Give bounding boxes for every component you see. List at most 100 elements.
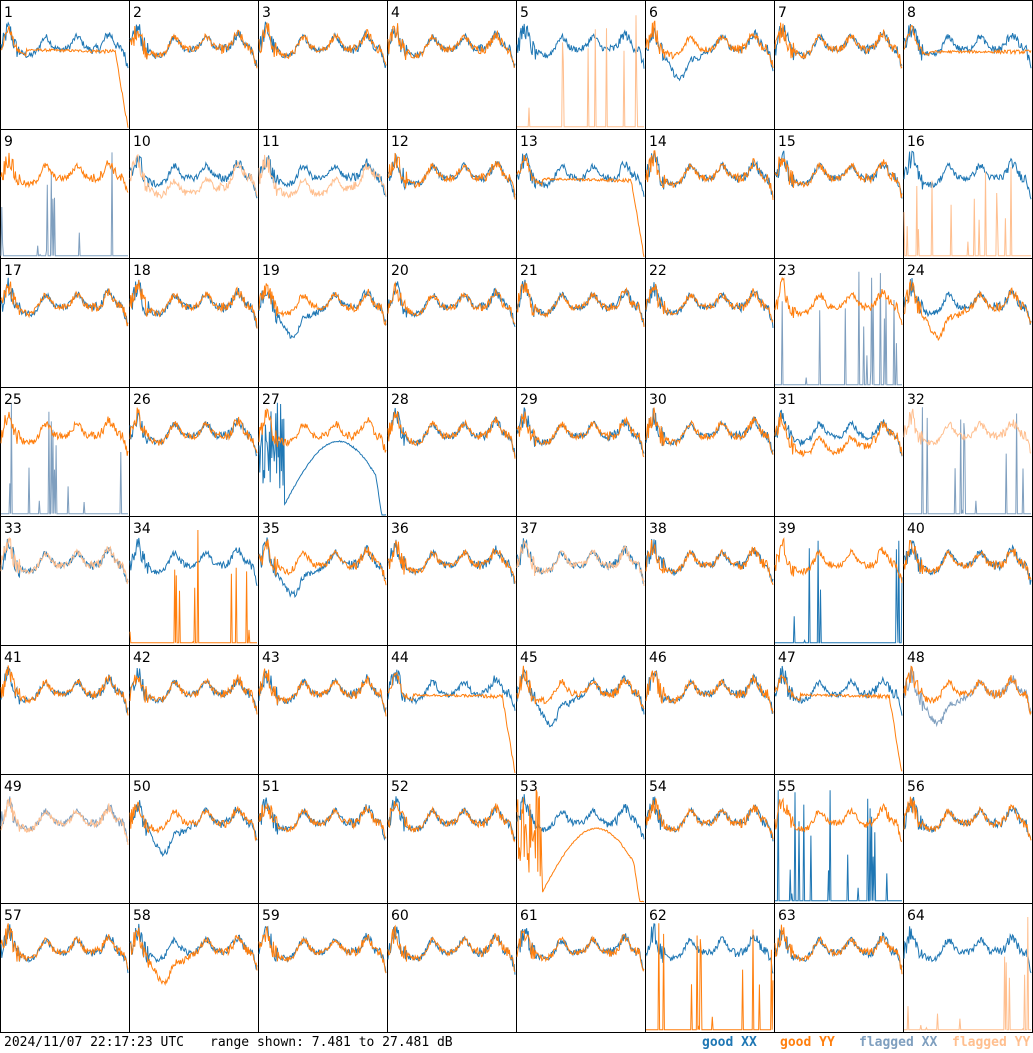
panel-46: 46 bbox=[645, 645, 775, 775]
panel-label: 44 bbox=[391, 650, 409, 666]
series-xx bbox=[516, 279, 645, 326]
panel-38: 38 bbox=[645, 516, 775, 646]
panel-label: 40 bbox=[907, 521, 925, 537]
panel-label: 30 bbox=[649, 392, 667, 408]
panel-label: 50 bbox=[133, 779, 151, 795]
series-yy bbox=[129, 927, 258, 987]
series-yy bbox=[129, 529, 257, 645]
panel-2: 2 bbox=[129, 0, 259, 130]
series-xx bbox=[129, 411, 258, 457]
series-xx bbox=[516, 669, 645, 728]
series-yy bbox=[903, 25, 1032, 57]
series-yy bbox=[774, 156, 903, 198]
legend-good-xx: good XX bbox=[702, 1035, 757, 1050]
legend-flagged-yy: flagged YY bbox=[952, 1035, 1031, 1050]
panel-24: 24 bbox=[903, 258, 1033, 388]
series-xx bbox=[645, 670, 774, 714]
panel-52: 52 bbox=[387, 774, 517, 904]
series-xx bbox=[516, 23, 645, 69]
panel-label: 27 bbox=[262, 392, 280, 408]
series-xx bbox=[775, 271, 902, 386]
series-yy bbox=[129, 279, 258, 329]
panel-label: 14 bbox=[649, 134, 667, 150]
panel-frame bbox=[258, 0, 388, 130]
series-yy bbox=[645, 20, 774, 69]
series-xx bbox=[387, 407, 516, 458]
series-yy bbox=[903, 796, 1032, 841]
series-xx bbox=[258, 155, 387, 197]
series-yy bbox=[903, 539, 1032, 581]
series-yy bbox=[258, 22, 387, 66]
series-xx bbox=[387, 25, 516, 68]
series-xx bbox=[1, 403, 128, 515]
panel-label: 46 bbox=[649, 650, 667, 666]
panel-37: 37 bbox=[516, 516, 646, 646]
panel-8: 8 bbox=[903, 0, 1033, 130]
panel-label: 2 bbox=[133, 5, 142, 21]
panel-label: 52 bbox=[391, 779, 409, 795]
series-xx bbox=[129, 155, 258, 199]
series-xx bbox=[903, 540, 1032, 585]
series-xx bbox=[258, 670, 387, 714]
panel-label: 15 bbox=[778, 134, 796, 150]
panel-10: 10 bbox=[129, 129, 259, 259]
panel-17: 17 bbox=[0, 258, 130, 388]
panel-label: 61 bbox=[520, 908, 538, 924]
series-yy bbox=[387, 671, 516, 774]
series-xx bbox=[258, 21, 387, 69]
panel-26: 26 bbox=[129, 387, 259, 517]
panel-label: 4 bbox=[391, 5, 400, 21]
panel-64: 64 bbox=[903, 903, 1033, 1033]
panel-label: 13 bbox=[520, 134, 538, 150]
panel-59: 59 bbox=[258, 903, 388, 1033]
panel-label: 24 bbox=[907, 263, 925, 279]
range-text: range shown: 7.481 to 27.481 dB bbox=[210, 1035, 453, 1050]
series-xx bbox=[0, 277, 129, 326]
series-yy bbox=[774, 924, 903, 975]
series-xx bbox=[645, 539, 774, 582]
panel-31: 31 bbox=[774, 387, 904, 517]
panel-18: 18 bbox=[129, 258, 259, 388]
panel-label: 20 bbox=[391, 263, 409, 279]
panel-frame bbox=[645, 0, 775, 130]
panel-label: 41 bbox=[4, 650, 22, 666]
panel-41: 41 bbox=[0, 645, 130, 775]
series-yy bbox=[387, 23, 515, 68]
series-yy bbox=[0, 281, 129, 327]
panel-label: 37 bbox=[520, 521, 538, 537]
panel-label: 43 bbox=[262, 650, 280, 666]
panel-1: 1 bbox=[0, 0, 130, 130]
panel-6: 6 bbox=[645, 0, 775, 130]
series-yy bbox=[0, 152, 129, 193]
panel-frame bbox=[129, 0, 259, 130]
panel-label: 62 bbox=[649, 908, 667, 924]
panel-44: 44 bbox=[387, 645, 517, 775]
panel-30: 30 bbox=[645, 387, 775, 517]
panel-label: 31 bbox=[778, 392, 796, 408]
series-yy bbox=[129, 25, 258, 69]
series-yy bbox=[387, 801, 516, 843]
panel-19: 19 bbox=[258, 258, 388, 388]
panel-label: 5 bbox=[520, 5, 529, 21]
series-yy bbox=[258, 803, 387, 839]
panel-label: 9 bbox=[4, 134, 13, 150]
panel-7: 7 bbox=[774, 0, 904, 130]
panel-label: 32 bbox=[907, 392, 925, 408]
series-yy bbox=[258, 668, 387, 717]
series-yy bbox=[646, 923, 774, 1031]
series-yy bbox=[0, 923, 129, 970]
series-yy bbox=[774, 797, 903, 842]
series-xx bbox=[645, 408, 774, 455]
series-xx bbox=[387, 539, 516, 584]
panel-label: 11 bbox=[262, 134, 280, 150]
panel-label: 64 bbox=[907, 908, 925, 924]
panel-61: 61 bbox=[516, 903, 646, 1033]
panel-28: 28 bbox=[387, 387, 517, 517]
series-yy bbox=[903, 665, 1032, 716]
panel-label: 17 bbox=[4, 263, 22, 279]
panel-label: 45 bbox=[520, 650, 538, 666]
panel-4: 4 bbox=[387, 0, 517, 130]
panel-frame bbox=[0, 0, 130, 130]
series-xx bbox=[904, 407, 1031, 515]
